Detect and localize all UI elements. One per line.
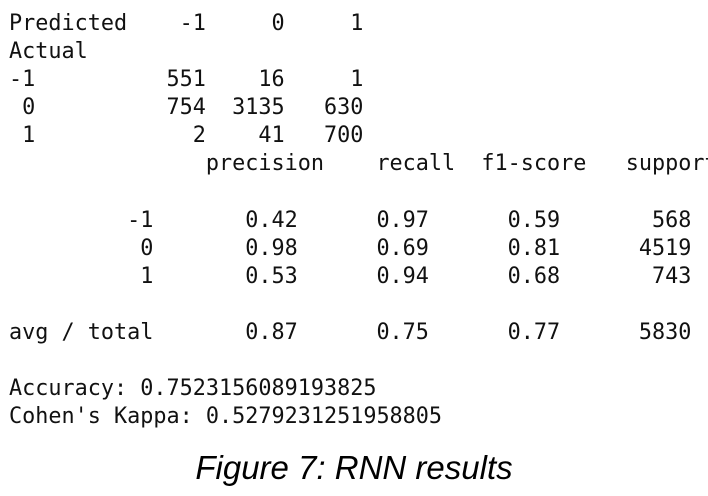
report-row: -1 0.42 0.97 0.59 568 <box>9 207 692 233</box>
accuracy-line: Accuracy: 0.7523156089193825 <box>9 376 377 402</box>
confusion-matrix-row: 1 2 41 700 <box>9 123 364 149</box>
confusion-matrix-axis-label: Actual <box>9 39 88 65</box>
figure-caption: Figure 7: RNN results <box>195 449 513 486</box>
blank-line <box>9 291 708 319</box>
kappa-line: Cohen's Kappa: 0.5279231251958805 <box>9 404 443 430</box>
report-header: precision recall f1-score support <box>9 151 708 177</box>
blank-line <box>9 179 708 207</box>
blank-line <box>9 347 708 375</box>
confusion-matrix-header: Predicted -1 0 1 <box>9 11 364 36</box>
report-total-row: avg / total 0.87 0.75 0.77 5830 <box>9 320 692 346</box>
report-row: 1 0.53 0.94 0.68 743 <box>9 263 692 289</box>
confusion-matrix-row: -1 551 16 1 <box>9 67 364 93</box>
report-row: 0 0.98 0.69 0.81 4519 <box>9 235 692 261</box>
confusion-matrix-row: 0 754 3135 630 <box>9 95 364 121</box>
console-output: Predicted -1 0 1 Actual -1 551 16 1 0 754 … <box>9 10 708 431</box>
